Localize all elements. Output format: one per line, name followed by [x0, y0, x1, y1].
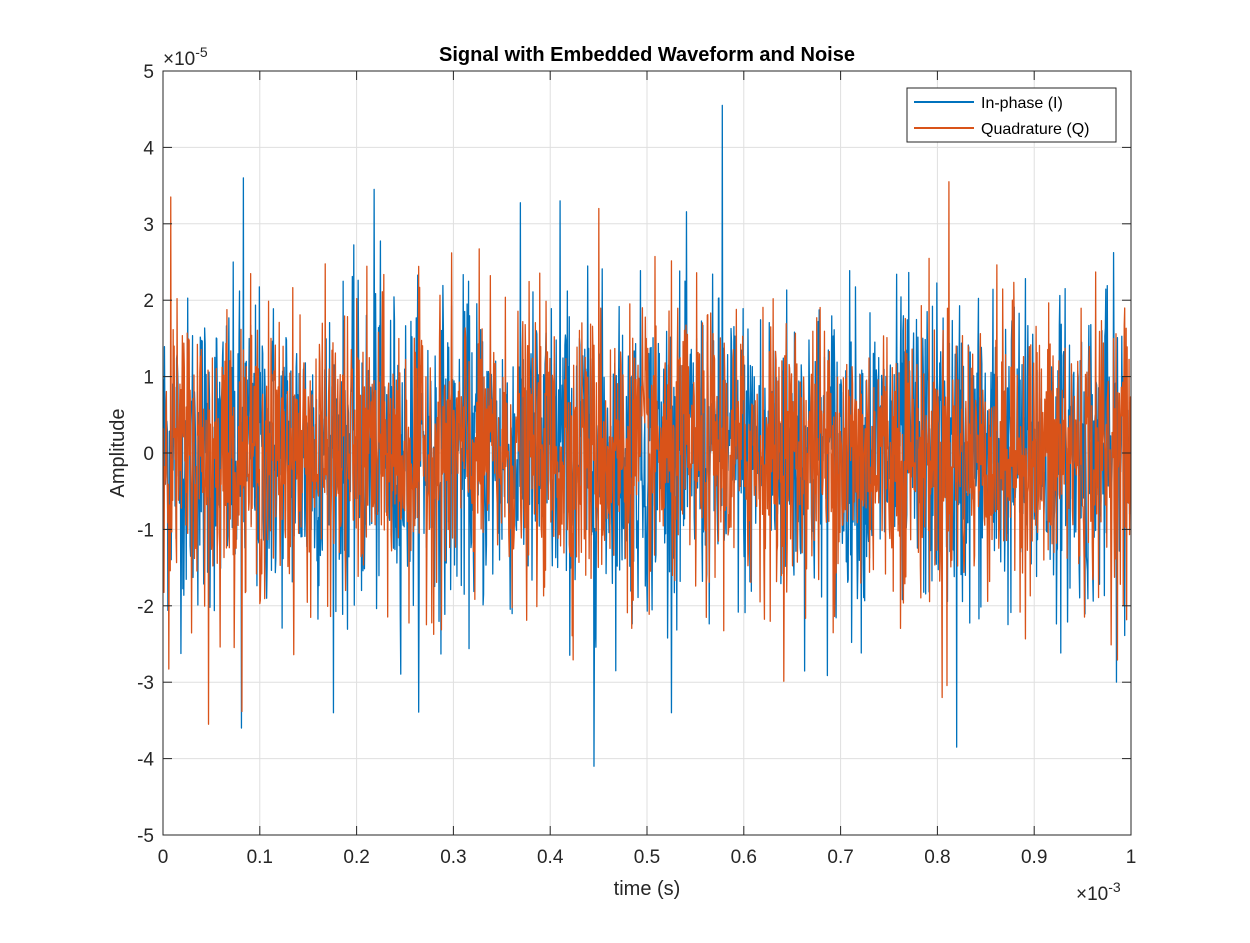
y-tick-label: -1	[137, 520, 154, 541]
legend-label-q: Quadrature (Q)	[981, 121, 1089, 138]
y-tick-label: 1	[143, 368, 154, 389]
y-exponent-base: ×10	[163, 49, 195, 70]
legend: In-phase (I) Quadrature (Q)	[906, 87, 1117, 143]
svg-text:×10-3: ×10-3	[1076, 879, 1121, 905]
y-tick-label: -5	[137, 826, 154, 847]
x-exponent-base: ×10	[1076, 884, 1108, 905]
x-tick-label: 0.2	[343, 847, 369, 868]
x-axis-label: time (s)	[614, 878, 681, 900]
y-exponent-power: -5	[195, 44, 208, 60]
chart-title: Signal with Embedded Waveform and Noise	[439, 44, 855, 66]
legend-box	[906, 87, 1117, 143]
series-layer	[163, 104, 1131, 767]
y-tick-label: 5	[143, 62, 154, 83]
x-tick-label: 1	[1126, 847, 1137, 868]
x-axis-exponent: ×10-3	[1076, 879, 1121, 905]
x-tick-label: 0.3	[440, 847, 466, 868]
y-axis-label: Amplitude	[107, 409, 129, 498]
x-tick-label: 0.9	[1021, 847, 1047, 868]
x-tick-label: 0	[158, 847, 169, 868]
y-tick-label: 0	[143, 444, 154, 465]
y-tick-label: -2	[137, 597, 154, 618]
y-tick-label: 3	[143, 215, 154, 236]
series-line-quadrature	[163, 181, 1131, 725]
x-tick-label: 0.4	[537, 847, 564, 868]
x-exponent-power: -3	[1108, 879, 1121, 895]
y-tick-label: -3	[137, 673, 154, 694]
x-tick-label: 0.6	[731, 847, 757, 868]
y-tick-label: 2	[143, 291, 154, 312]
y-tick-label: 4	[143, 138, 154, 159]
y-tick-label: -4	[137, 750, 154, 771]
ticks: 0 0.1 0.2 0.3 0.4 0.5 0.6 0.7 0.8 0.9 1 -5 -4 -3 -2 -1 0…	[137, 62, 1136, 868]
x-tick-label: 0.5	[634, 847, 660, 868]
y-axis-exponent: ×10-5	[163, 44, 208, 70]
x-tick-label: 0.8	[924, 847, 950, 868]
svg-text:×10-5: ×10-5	[163, 44, 208, 70]
x-tick-label: 0.7	[827, 847, 853, 868]
x-tick-label: 0.1	[247, 847, 273, 868]
legend-label-i: In-phase (I)	[981, 95, 1063, 112]
